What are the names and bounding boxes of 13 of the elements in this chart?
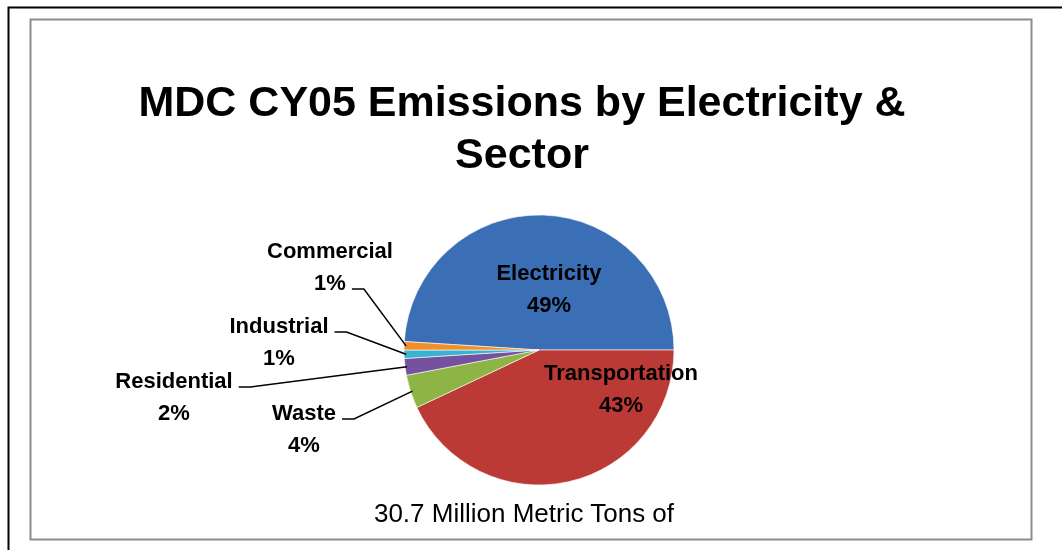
slice-label: Residential (115, 368, 233, 393)
slice-label: Electricity (496, 260, 603, 285)
data-label: 49% (526, 292, 572, 317)
chart-title: MDC CY05 Emissions by Electricity & Sector (138, 77, 906, 177)
data-label: 4% (288, 432, 320, 457)
slice-label: Waste (272, 400, 336, 425)
data-label: 1% (314, 270, 346, 295)
text: 30.7 Million Metric Tons of (373, 498, 675, 528)
data-label: 2% (158, 400, 190, 425)
slice-label: Industrial (229, 313, 329, 338)
slice-label: Commercial (267, 238, 393, 263)
data-label: 1% (263, 345, 295, 370)
data-label: 43% (598, 392, 644, 417)
